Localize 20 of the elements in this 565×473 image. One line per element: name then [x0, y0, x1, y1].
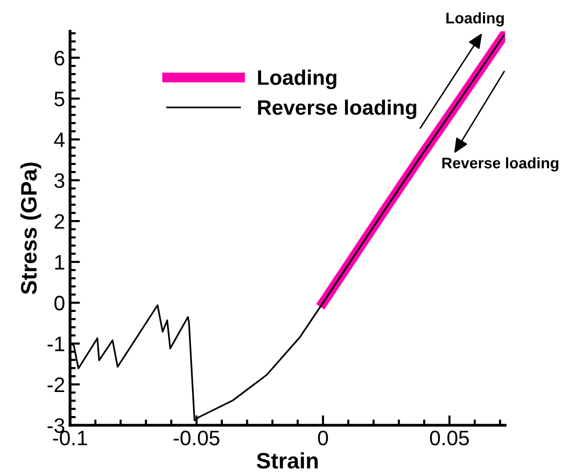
y-tick-label: 2 [54, 214, 64, 229]
x-tick-label: -0.05 [174, 430, 220, 446]
x-tick-label: 0.05 [430, 430, 469, 446]
y-tick-label: 6 [54, 50, 64, 66]
x-axis-title: Strain [256, 452, 318, 469]
y-tick-label: 0 [54, 296, 64, 310]
y-axis-title: Stress (GPa) [20, 162, 42, 294]
x-tick-label: 0 [318, 430, 328, 446]
y-tick-label: 3 [54, 173, 64, 188]
legend-label: Loading [258, 70, 336, 90]
y-tick-label: 1 [55, 255, 64, 270]
annotation: Reverse loading [442, 157, 558, 172]
y-tick-label: 5 [54, 92, 64, 106]
y-tick-label: -2 [48, 377, 64, 392]
y-tick-label: -1 [48, 336, 64, 352]
x-tick-label: -0.1 [53, 430, 87, 446]
y-tick-label: 4 [54, 132, 65, 147]
y-tick-label: -3 [48, 418, 64, 433]
text: Loading [446, 12, 504, 27]
legend-label: Reverse loading [258, 100, 416, 120]
